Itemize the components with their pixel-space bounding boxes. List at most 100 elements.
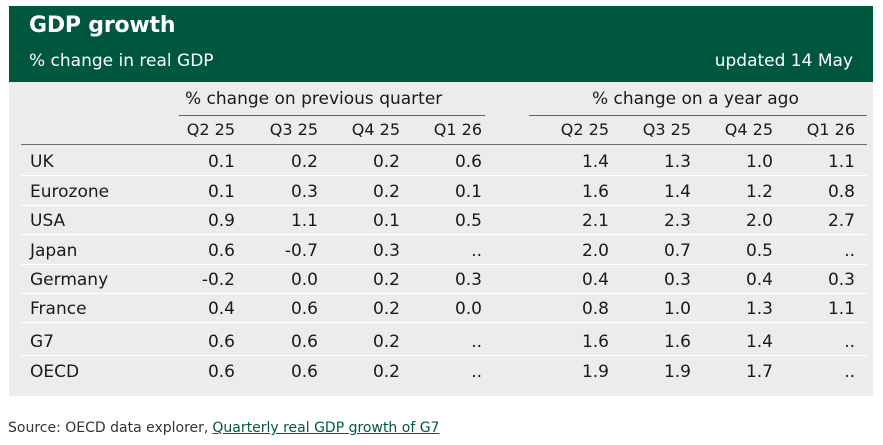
table-row: Japan 0.6 -0.7 0.3.. 2.0 0.7 0.5.. [9, 236, 873, 264]
yoy-cell: 1.4 [581, 152, 609, 172]
qoq-cell: 0.6 [290, 362, 318, 382]
yoy-cell: .. [844, 362, 855, 382]
group-underline-year-ago [529, 115, 867, 116]
panel-subtitle: % change in real GDP [29, 51, 214, 71]
yoy-cell: 1.3 [663, 152, 691, 172]
qoq-cell: 0.6 [454, 152, 482, 172]
yoy-cell: .. [844, 241, 855, 261]
yoy-cell: 2.7 [827, 211, 855, 231]
col-header-yoy-q2-25: Q2 25 [560, 120, 609, 139]
table-row: OECD 0.6 0.6 0.2.. 1.9 1.9 1.7.. [9, 357, 873, 385]
yoy-cell: 1.2 [745, 182, 773, 202]
row-separator [21, 322, 867, 323]
row-label: USA [30, 211, 66, 231]
qoq-cell: 0.3 [372, 241, 400, 261]
row-label: Germany [30, 270, 109, 290]
yoy-cell: 0.4 [745, 270, 773, 290]
table-row: USA 0.9 1.1 0.1 0.5 2.1 2.3 2.0 2.7 [9, 206, 873, 234]
yoy-cell: 0.7 [663, 241, 691, 261]
row-separator [21, 355, 867, 356]
qoq-cell: 0.2 [372, 152, 400, 172]
row-label: Japan [30, 241, 78, 261]
table-row: Eurozone 0.1 0.3 0.2 0.1 1.6 1.4 1.2 0.8 [9, 177, 873, 205]
yoy-cell: 0.3 [663, 270, 691, 290]
qoq-cell: 0.4 [207, 299, 235, 319]
row-separator [21, 234, 867, 235]
row-label: France [30, 299, 87, 319]
table-row: G7 0.6 0.6 0.2.. 1.6 1.6 1.4.. [9, 327, 873, 355]
row-label: UK [30, 152, 54, 172]
col-header-qoq-q1-26: Q1 26 [433, 120, 482, 139]
qoq-cell: .. [471, 332, 482, 352]
panel-title: GDP growth [29, 13, 176, 38]
yoy-cell: .. [844, 332, 855, 352]
yoy-cell: 2.1 [581, 211, 609, 231]
qoq-cell: -0.7 [284, 241, 318, 261]
qoq-cell: 0.2 [290, 152, 318, 172]
col-header-qoq-q2-25: Q2 25 [186, 120, 235, 139]
qoq-cell: 0.1 [207, 152, 235, 172]
source-note: Source: OECD data explorer, Quarterly rea… [8, 420, 439, 436]
yoy-cell: 1.4 [745, 332, 773, 352]
yoy-cell: 0.5 [745, 241, 773, 261]
column-header-rule [21, 144, 867, 145]
qoq-cell: 0.2 [372, 299, 400, 319]
yoy-cell: 1.0 [745, 152, 773, 172]
yoy-cell: 2.3 [663, 211, 691, 231]
gdp-growth-panel: GDP growth % change in real GDP updated … [9, 6, 873, 396]
yoy-cell: 0.8 [827, 182, 855, 202]
col-header-qoq-q3-25: Q3 25 [269, 120, 318, 139]
col-header-yoy-q4-25: Q4 25 [724, 120, 773, 139]
qoq-cell: 0.3 [290, 182, 318, 202]
source-link[interactable]: Quarterly real GDP growth of G7 [212, 420, 440, 436]
qoq-cell: 0.9 [207, 211, 235, 231]
yoy-cell: 1.1 [827, 152, 855, 172]
yoy-cell: 1.7 [745, 362, 773, 382]
qoq-cell: 0.2 [372, 182, 400, 202]
qoq-cell: 0.6 [290, 299, 318, 319]
group-header-year-ago: % change on a year ago [592, 89, 799, 109]
updated-date: updated 14 May [714, 51, 853, 71]
yoy-cell: 2.0 [745, 211, 773, 231]
table-row: UK 0.1 0.2 0.2 0.6 1.4 1.3 1.0 1.1 [9, 147, 873, 175]
qoq-cell: 0.6 [207, 332, 235, 352]
qoq-cell: -0.2 [201, 270, 235, 290]
col-header-qoq-q4-25: Q4 25 [351, 120, 400, 139]
row-label: Eurozone [30, 182, 110, 202]
row-label: OECD [30, 362, 80, 382]
row-separator [21, 293, 867, 294]
row-label: G7 [30, 332, 54, 352]
gdp-table: % change on previous quarter % change on… [9, 82, 873, 396]
yoy-cell: 1.9 [581, 362, 609, 382]
qoq-cell: .. [471, 362, 482, 382]
row-separator [21, 205, 867, 206]
table-row: France 0.4 0.6 0.2 0.0 0.8 1.0 1.3 1.1 [9, 294, 873, 322]
group-underline-previous-quarter [179, 115, 485, 116]
qoq-cell: 0.1 [372, 211, 400, 231]
row-separator [21, 264, 867, 265]
qoq-cell: 0.1 [207, 182, 235, 202]
yoy-cell: 1.1 [827, 299, 855, 319]
qoq-cell: .. [471, 241, 482, 261]
yoy-cell: 1.9 [663, 362, 691, 382]
qoq-cell: 0.2 [372, 270, 400, 290]
qoq-cell: 1.1 [290, 211, 318, 231]
yoy-cell: 2.0 [581, 241, 609, 261]
qoq-cell: 0.2 [372, 362, 400, 382]
qoq-cell: 0.3 [454, 270, 482, 290]
qoq-cell: 0.1 [454, 182, 482, 202]
yoy-cell: 1.6 [663, 332, 691, 352]
qoq-cell: 0.6 [207, 241, 235, 261]
yoy-cell: 1.6 [581, 182, 609, 202]
yoy-cell: 1.3 [745, 299, 773, 319]
col-header-yoy-q3-25: Q3 25 [642, 120, 691, 139]
qoq-cell: 0.0 [454, 299, 482, 319]
yoy-cell: 0.8 [581, 299, 609, 319]
source-prefix: Source: OECD data explorer, [8, 420, 209, 436]
qoq-cell: 0.6 [290, 332, 318, 352]
table-row: Germany -0.2 0.0 0.2 0.3 0.4 0.3 0.4 0.3 [9, 265, 873, 293]
yoy-cell: 0.3 [827, 270, 855, 290]
qoq-cell: 0.0 [290, 270, 318, 290]
row-separator [21, 175, 867, 176]
panel-header: GDP growth % change in real GDP updated … [9, 6, 873, 82]
